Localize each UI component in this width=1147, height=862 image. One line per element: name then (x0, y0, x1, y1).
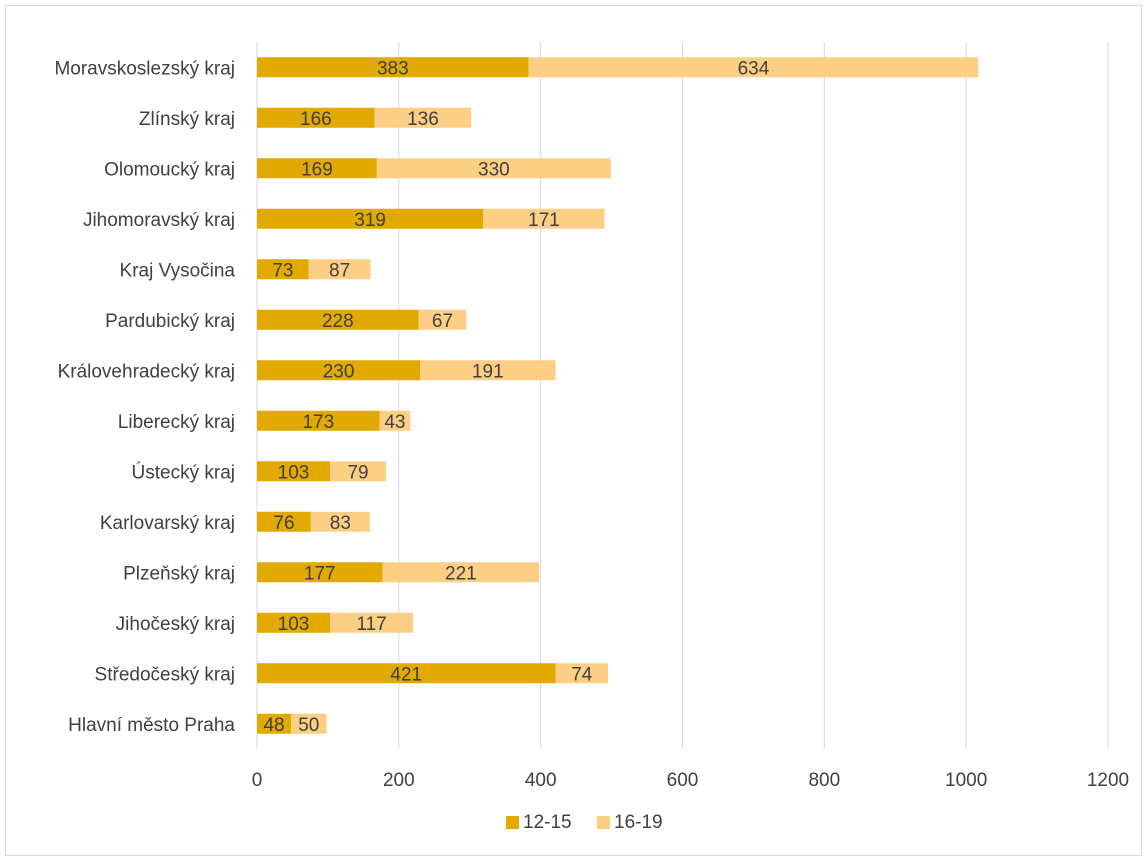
bars: 383 634 166 136 169 330 319 171 73 87 228 67 230 191 1… (257, 57, 979, 736)
data-label: 177 (304, 563, 336, 584)
category-labels: Moravskoslezský kraj Zlínský kraj Olomouck… (54, 58, 235, 736)
data-label: 83 (330, 513, 351, 534)
data-label: 230 (323, 361, 355, 382)
bar-segment-16-19 (418, 309, 467, 330)
data-label: 103 (278, 614, 310, 635)
data-label: 117 (356, 614, 386, 635)
x-axis-ticks: 0 200 400 600 800 1000 1200 (252, 770, 1129, 791)
data-label: 74 (571, 664, 593, 685)
data-label: 191 (472, 361, 504, 382)
data-label: 421 (390, 664, 422, 685)
category-label: Hlavní město Praha (68, 715, 235, 736)
data-label: 330 (478, 159, 510, 180)
bar-segment-16-19 (330, 461, 387, 482)
data-label: 173 (302, 412, 334, 433)
data-label: 87 (329, 260, 350, 281)
bar-segment-16-19 (379, 410, 411, 431)
stacked-bar-chart: 383 634 166 136 169 330 319 171 73 87 228 67 230 191 1… (54, 42, 1129, 833)
bar-segment-12-15 (257, 663, 556, 684)
category-label: Olomoucký kraj (104, 159, 235, 180)
bar-segment-12-15 (257, 208, 484, 229)
data-label: 221 (445, 563, 477, 584)
x-tick-label: 200 (383, 770, 415, 791)
bar-segment-12-15 (257, 461, 331, 482)
category-label: Zlínský kraj (139, 109, 235, 130)
bar-segment-16-19 (308, 259, 371, 280)
bar-segment-16-19 (555, 663, 609, 684)
bar-segment-12-15 (257, 360, 421, 381)
category-label: Plzeňský kraj (123, 563, 235, 584)
bar-segment-12-15 (257, 410, 380, 431)
category-label: Jihočeský kraj (116, 614, 235, 635)
data-label: 76 (273, 513, 294, 534)
bar-segment-12-15 (257, 562, 383, 583)
legend-label: 12-15 (523, 812, 572, 833)
category-label: Moravskoslezský kraj (54, 58, 235, 79)
category-label: Pardubický kraj (105, 311, 235, 332)
bar-segment-16-19 (528, 57, 979, 78)
legend-label: 16-19 (614, 812, 663, 833)
data-label: 228 (322, 311, 354, 332)
category-label: Karlovarský kraj (100, 513, 235, 534)
legend-swatch (506, 816, 519, 829)
data-label: 171 (528, 210, 560, 231)
data-label: 136 (407, 109, 439, 130)
x-tick-label: 1200 (1087, 770, 1129, 791)
bar-segment-16-19 (310, 511, 370, 532)
bar-segment-12-15 (257, 107, 375, 128)
category-label: Kraj Vysočina (120, 260, 236, 281)
bar-segment-12-15 (257, 511, 311, 532)
category-label: Liberecký kraj (118, 412, 235, 433)
category-label: Středočeský kraj (95, 664, 235, 685)
data-label: 103 (278, 462, 310, 483)
x-tick-label: 1000 (945, 770, 987, 791)
data-label: 43 (384, 412, 405, 433)
chart-container: 383 634 166 136 169 330 319 171 73 87 228 67 230 191 1… (5, 5, 1142, 856)
data-label: 73 (272, 260, 293, 281)
bar-segment-16-19 (420, 360, 556, 381)
bar-segment-16-19 (374, 107, 472, 128)
bar-segment-12-15 (257, 612, 331, 633)
bar-segment-16-19 (330, 612, 414, 633)
bar-segment-16-19 (291, 713, 327, 734)
data-label: 319 (354, 210, 386, 231)
bar-segment-16-19 (483, 208, 605, 229)
bar-segment-16-19 (376, 158, 611, 179)
data-label: 67 (432, 311, 453, 332)
data-label: 48 (263, 715, 284, 736)
data-label: 634 (738, 58, 770, 79)
data-label: 166 (300, 109, 332, 130)
bar-segment-12-15 (257, 309, 419, 330)
bar-segment-12-15 (257, 158, 377, 179)
x-tick-label: 600 (667, 770, 699, 791)
x-tick-label: 400 (525, 770, 557, 791)
x-tick-label: 0 (252, 770, 263, 791)
category-label: Královehradecký kraj (58, 361, 235, 382)
category-label: Ústecký kraj (132, 461, 235, 483)
legend-swatch (597, 816, 610, 829)
data-label: 383 (377, 58, 409, 79)
bar-segment-12-15 (257, 57, 529, 78)
gridlines (256, 42, 1109, 749)
category-label: Jihomoravský kraj (83, 210, 235, 231)
bar-segment-16-19 (382, 562, 540, 583)
data-label: 50 (298, 715, 319, 736)
data-label: 169 (301, 159, 333, 180)
legend: 12-15 16-19 (506, 812, 663, 833)
data-label: 79 (347, 462, 368, 483)
bar-segment-12-15 (257, 259, 309, 280)
bar-segment-12-15 (257, 713, 292, 734)
x-tick-label: 800 (808, 770, 840, 791)
